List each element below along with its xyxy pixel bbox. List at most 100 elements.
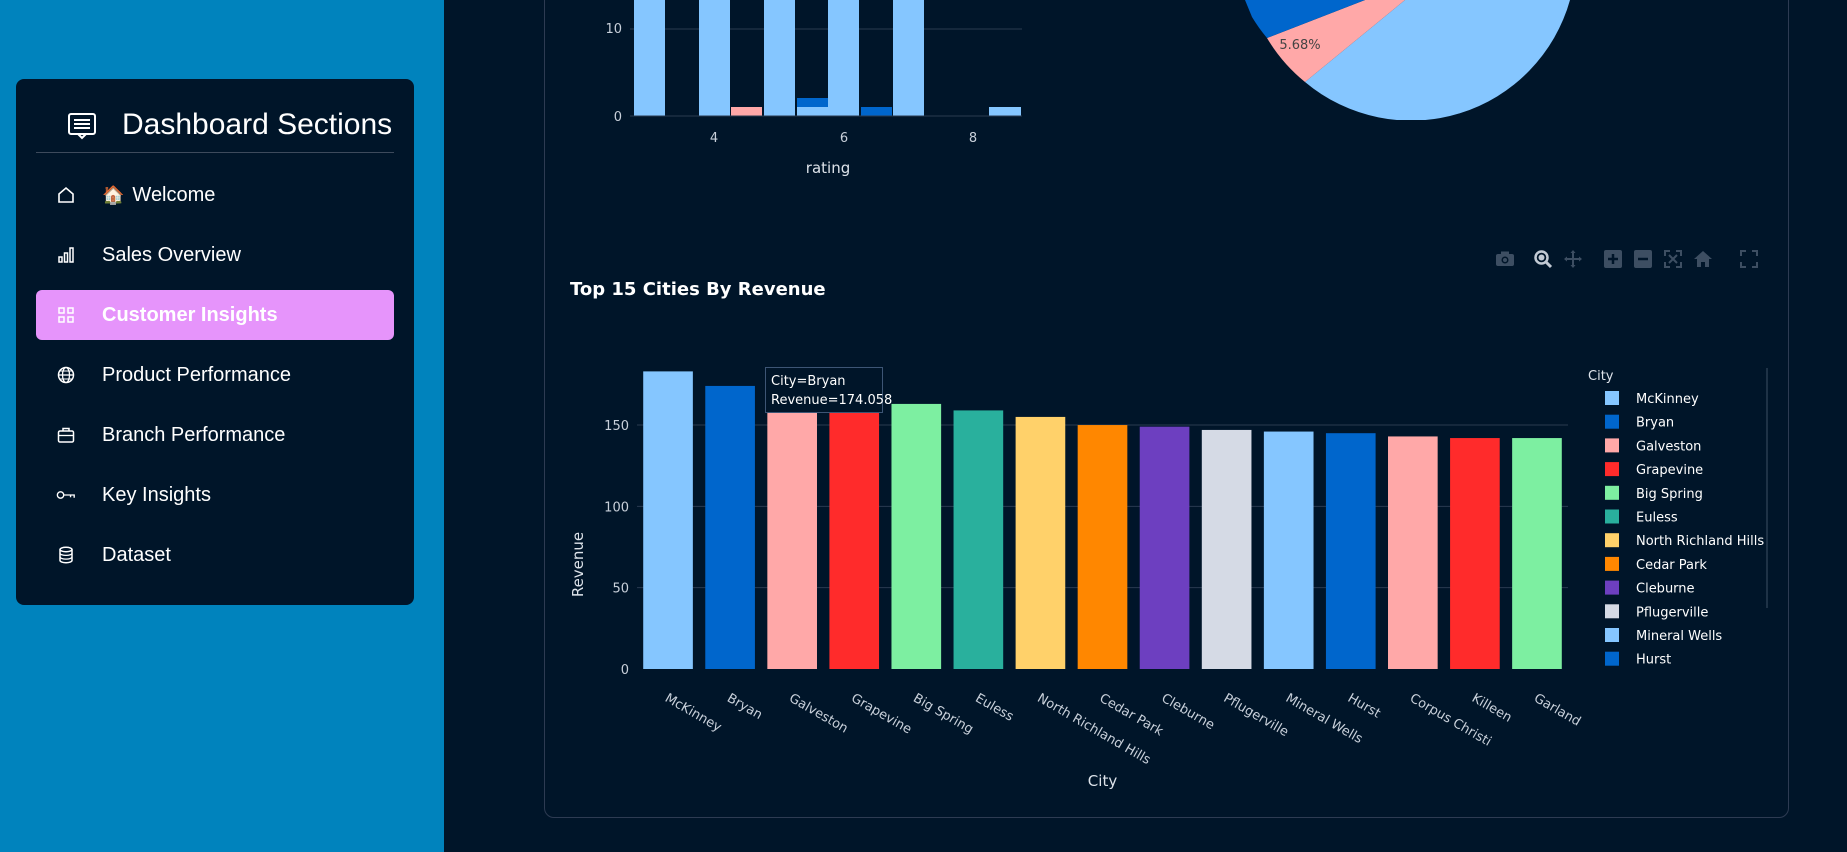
legend-swatch[interactable] bbox=[1605, 556, 1619, 571]
hist-bar[interactable] bbox=[893, 0, 924, 116]
legend-item[interactable]: Bryan bbox=[1636, 416, 1674, 431]
legend-item[interactable]: Cleburne bbox=[1636, 582, 1695, 597]
hover-tooltip: City=Bryan Revenue=174.058 bbox=[765, 367, 893, 413]
tooltip-revenue: Revenue=174.058 bbox=[771, 393, 893, 408]
pie-chart[interactable]: 5.68% bbox=[1240, 0, 1600, 120]
x-axis-title: rating bbox=[806, 159, 850, 177]
bar-bryan[interactable] bbox=[705, 385, 755, 669]
bar-cleburne[interactable] bbox=[1139, 426, 1190, 669]
bar-mineral-wells[interactable] bbox=[1263, 431, 1314, 669]
bar-euless[interactable] bbox=[953, 410, 1004, 669]
xtick-label: Galveston bbox=[786, 691, 850, 737]
sidebar-item-customer-insights[interactable]: Customer Insights bbox=[36, 290, 394, 340]
legend-swatch[interactable] bbox=[1605, 438, 1619, 453]
legend-item[interactable]: North Richland Hills bbox=[1636, 534, 1764, 549]
bar-north-richland-hills[interactable] bbox=[1015, 416, 1066, 669]
legend-swatch[interactable] bbox=[1605, 414, 1619, 429]
legend-item[interactable]: Pflugerville bbox=[1636, 605, 1708, 620]
legend-item[interactable]: Euless bbox=[1636, 511, 1678, 526]
legend-item[interactable]: McKinney bbox=[1636, 392, 1699, 407]
hist-bar[interactable] bbox=[731, 107, 762, 116]
sidebar-item-product-performance[interactable]: Product Performance bbox=[36, 350, 394, 400]
chart-title: Top 15 Cities By Revenue bbox=[570, 279, 826, 300]
camera-icon[interactable] bbox=[1495, 249, 1515, 269]
hist-bar[interactable] bbox=[989, 107, 1021, 116]
bar-cedar-park[interactable] bbox=[1077, 425, 1128, 669]
sidebar-item-welcome[interactable]: 🏠 Welcome bbox=[36, 170, 394, 220]
bar-galveston[interactable] bbox=[767, 400, 817, 669]
legend-swatch[interactable] bbox=[1605, 485, 1619, 500]
legend-swatch[interactable] bbox=[1605, 533, 1619, 548]
chart-container bbox=[544, 0, 1789, 818]
hist-bar[interactable] bbox=[634, 0, 665, 116]
house-icon bbox=[56, 185, 76, 205]
x-axis-title: City bbox=[1088, 772, 1118, 790]
legend-swatch[interactable] bbox=[1605, 651, 1619, 666]
pie-slice[interactable] bbox=[1245, 0, 1365, 38]
xtick-label: Killeen bbox=[1469, 691, 1514, 726]
xtick-label: 4 bbox=[710, 131, 718, 146]
legend-item[interactable]: Hurst bbox=[1636, 653, 1671, 668]
legend-swatch[interactable] bbox=[1605, 462, 1619, 477]
sidebar-header: Dashboard Sections bbox=[36, 97, 394, 153]
sidebar-item-label: Key Insights bbox=[102, 483, 211, 506]
sidebar-item-label: Dataset bbox=[102, 543, 171, 566]
reset-home-icon[interactable] bbox=[1693, 249, 1713, 269]
sidebar-item-label: Sales Overview bbox=[102, 243, 241, 266]
xtick-label: Bryan bbox=[724, 691, 765, 723]
ytick-label: 10 bbox=[605, 22, 622, 37]
legend-item[interactable]: Cedar Park bbox=[1636, 558, 1707, 573]
hist-bar[interactable] bbox=[861, 107, 892, 116]
bar-hurst[interactable] bbox=[1325, 433, 1376, 669]
sidebar-item-key-insights[interactable]: Key Insights bbox=[36, 470, 394, 520]
zoom-in-icon[interactable] bbox=[1603, 249, 1623, 269]
sidebar-item-dataset[interactable]: Dataset bbox=[36, 530, 394, 580]
globe-icon bbox=[56, 365, 76, 385]
bar-killeen[interactable] bbox=[1450, 438, 1500, 669]
hist-bar[interactable] bbox=[797, 98, 828, 107]
legend-item[interactable]: Grapevine bbox=[1636, 463, 1703, 478]
legend-swatch[interactable] bbox=[1605, 604, 1619, 619]
xtick-label: Big Spring bbox=[910, 691, 975, 737]
xtick-label: Cleburne bbox=[1159, 691, 1217, 733]
hist-bar[interactable] bbox=[797, 107, 828, 116]
sidebar-item-branch-performance[interactable]: Branch Performance bbox=[36, 410, 394, 460]
key-icon bbox=[56, 485, 76, 505]
hist-bar[interactable] bbox=[699, 0, 730, 116]
zoom-icon[interactable] bbox=[1533, 249, 1553, 269]
bar-corpus-christi[interactable] bbox=[1388, 436, 1438, 669]
bar-mckinney[interactable] bbox=[643, 371, 693, 669]
fullscreen-icon[interactable] bbox=[1739, 249, 1759, 269]
bar-pflugerville[interactable] bbox=[1201, 429, 1252, 669]
hist-bar[interactable] bbox=[764, 0, 795, 116]
bar-garland[interactable] bbox=[1512, 438, 1562, 669]
legend-swatch[interactable] bbox=[1605, 580, 1619, 595]
legend-swatch[interactable] bbox=[1605, 509, 1619, 524]
legend-title: City bbox=[1588, 369, 1614, 384]
pie-slice[interactable] bbox=[1305, 0, 1570, 120]
legend-swatch[interactable] bbox=[1605, 391, 1619, 405]
ytick-label: 0 bbox=[614, 110, 622, 125]
ytick-label: 0 bbox=[621, 663, 629, 678]
legend-swatch[interactable] bbox=[1605, 628, 1619, 642]
bar-big-spring[interactable] bbox=[891, 403, 942, 669]
grid-icon bbox=[56, 305, 76, 325]
legend-item[interactable]: Galveston bbox=[1636, 439, 1701, 454]
hist-bar[interactable] bbox=[828, 0, 859, 116]
legend-item[interactable]: Mineral Wells bbox=[1636, 629, 1722, 644]
xtick-label: 8 bbox=[969, 131, 977, 146]
pie-slice[interactable] bbox=[1267, 0, 1405, 82]
house-emoji: 🏠 bbox=[102, 184, 125, 205]
legend-item[interactable]: Big Spring bbox=[1636, 487, 1703, 502]
xtick-label: Hurst bbox=[1345, 691, 1383, 722]
sidebar-item-label: Welcome bbox=[132, 183, 216, 206]
xtick-label: 6 bbox=[840, 131, 848, 146]
xtick-label: Euless bbox=[972, 691, 1016, 725]
bar-grapevine[interactable] bbox=[829, 403, 880, 669]
autoscale-icon[interactable] bbox=[1663, 249, 1683, 269]
rating-histogram[interactable]: 10 0 4 6 8 rating bbox=[560, 0, 1040, 185]
pan-icon[interactable] bbox=[1563, 249, 1583, 269]
zoom-out-icon[interactable] bbox=[1633, 249, 1653, 269]
sidebar-item-sales-overview[interactable]: Sales Overview bbox=[36, 230, 394, 280]
